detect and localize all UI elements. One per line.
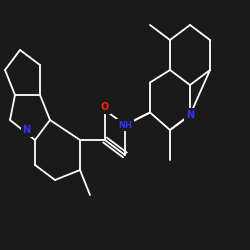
Text: N: N bbox=[186, 110, 194, 120]
Text: O: O bbox=[101, 102, 109, 113]
Text: N: N bbox=[22, 125, 30, 135]
Text: NH: NH bbox=[118, 120, 132, 130]
